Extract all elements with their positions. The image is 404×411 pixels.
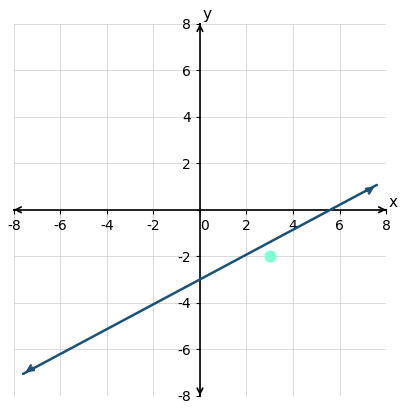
Text: y: y: [202, 7, 211, 22]
Text: x: x: [388, 195, 398, 210]
Point: [267, 253, 273, 259]
